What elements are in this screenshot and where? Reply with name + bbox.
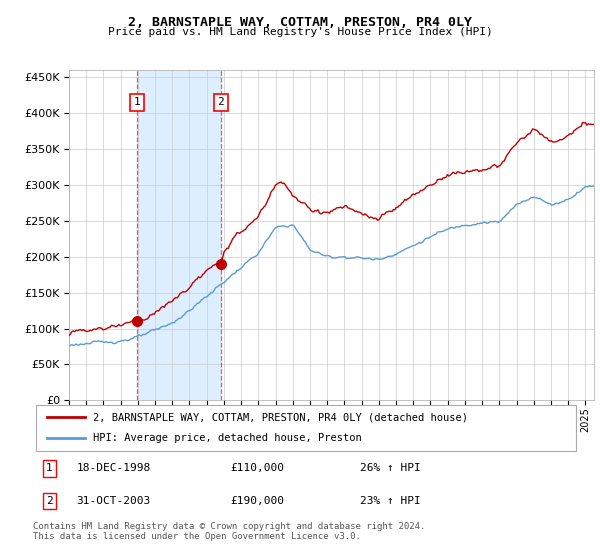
Text: 1: 1 (134, 97, 140, 108)
Text: 2: 2 (46, 496, 53, 506)
Text: £110,000: £110,000 (230, 464, 284, 473)
Text: £190,000: £190,000 (230, 496, 284, 506)
Text: 1: 1 (46, 464, 53, 473)
FancyBboxPatch shape (36, 405, 576, 451)
Text: 2, BARNSTAPLE WAY, COTTAM, PRESTON, PR4 0LY (detached house): 2, BARNSTAPLE WAY, COTTAM, PRESTON, PR4 … (92, 412, 468, 422)
Text: 26% ↑ HPI: 26% ↑ HPI (360, 464, 421, 473)
Text: 2, BARNSTAPLE WAY, COTTAM, PRESTON, PR4 0LY: 2, BARNSTAPLE WAY, COTTAM, PRESTON, PR4 … (128, 16, 472, 29)
Text: HPI: Average price, detached house, Preston: HPI: Average price, detached house, Pres… (92, 433, 361, 444)
Text: 2: 2 (218, 97, 224, 108)
Text: 31-OCT-2003: 31-OCT-2003 (77, 496, 151, 506)
Text: 23% ↑ HPI: 23% ↑ HPI (360, 496, 421, 506)
Text: Price paid vs. HM Land Registry's House Price Index (HPI): Price paid vs. HM Land Registry's House … (107, 27, 493, 37)
Bar (137, 70, 221, 400)
Text: 18-DEC-1998: 18-DEC-1998 (77, 464, 151, 473)
Text: Contains HM Land Registry data © Crown copyright and database right 2024.
This d: Contains HM Land Registry data © Crown c… (33, 522, 425, 542)
